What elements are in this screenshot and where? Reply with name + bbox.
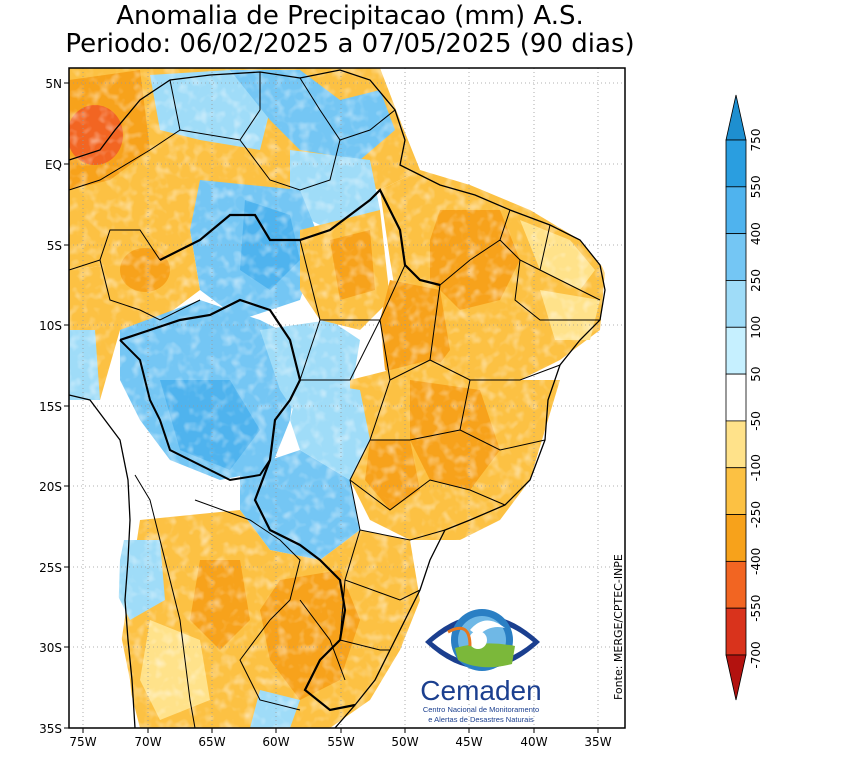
- logo-name: Cemaden: [420, 675, 541, 706]
- colorbar-segment: [725, 607, 747, 656]
- colorbar-segment: [725, 420, 747, 469]
- lon-label: 70W: [134, 735, 161, 749]
- colorbar-top-tip: [725, 94, 747, 141]
- colorbar-label: 750: [749, 129, 763, 152]
- borders: [69, 69, 606, 728]
- lon-label: 35W: [584, 735, 611, 749]
- map-period: Periodo: 06/02/2025 a 07/05/2025 (90 dia…: [65, 29, 635, 59]
- lon-label: 55W: [327, 735, 354, 749]
- lon-label: 50W: [391, 735, 418, 749]
- colorbar-segment: [725, 514, 747, 562]
- lat-label: 35S: [39, 722, 62, 736]
- colorbar-bottom-tip: [725, 654, 747, 701]
- map-title: Anomalia de Precipitacao (mm) A.S.: [116, 1, 584, 31]
- colorbar-label: -50: [749, 411, 763, 431]
- lat-label: EQ: [45, 158, 62, 172]
- logo-subtitle-2: e Alertas de Desastres Naturais: [428, 715, 534, 724]
- lon-label: 75W: [69, 735, 96, 749]
- colorbar-segment: [725, 326, 747, 375]
- lat-label: 30S: [39, 641, 62, 655]
- colorbar-segment: [725, 233, 747, 281]
- anomaly-field: [69, 68, 625, 728]
- eye-icon: [425, 609, 540, 671]
- colorbar-segment: [725, 373, 747, 422]
- lat-labels: 5N EQ 5S 10S 15S 20S 25S 30S 35S: [39, 77, 62, 736]
- map-frame: [68, 67, 626, 729]
- lon-label: 60W: [262, 735, 289, 749]
- colorbar-segment: [725, 280, 747, 328]
- lon-label: 65W: [198, 735, 225, 749]
- lon-labels: 75W 70W 65W 60W 55W 50W 45W 40W 35W: [69, 735, 611, 749]
- colorbar-segment: [725, 186, 747, 235]
- colorbar-label: -400: [749, 548, 763, 575]
- tick-marks: [64, 82, 599, 733]
- colorbar-segment: [725, 139, 747, 188]
- cemaden-logo: Cemaden Centro Nacional de Monitoramento…: [420, 609, 542, 724]
- colorbar-label: -700: [749, 641, 763, 668]
- colorbar-label: -550: [749, 595, 763, 622]
- colorbar-label: 250: [749, 269, 763, 292]
- lat-label: 10S: [39, 319, 62, 333]
- data-source: Fonte: MERGE/CPTEC-INPE: [612, 554, 625, 700]
- colorbar-label: -250: [749, 501, 763, 528]
- lat-label: 15S: [39, 400, 62, 414]
- colorbar-label: 50: [749, 366, 763, 381]
- colorbar-label: -100: [749, 454, 763, 481]
- lat-label: 5N: [45, 77, 62, 91]
- lat-label: 5S: [47, 239, 62, 253]
- colorbar-segment: [725, 467, 747, 515]
- logo-subtitle-1: Centro Nacional de Monitoramento: [423, 705, 539, 714]
- colorbar-label: 100: [749, 316, 763, 339]
- lon-label: 45W: [455, 735, 482, 749]
- colorbar-label: 550: [749, 175, 763, 198]
- lat-label: 25S: [39, 561, 62, 575]
- colorbar-label: 400: [749, 222, 763, 245]
- lon-label: 40W: [520, 735, 547, 749]
- colorbar-segment: [725, 560, 747, 609]
- colorbar: 750 550 400 250 100 50 -50 -100 -250 -400 -550 -700: [725, 94, 763, 701]
- lat-label: 20S: [39, 480, 62, 494]
